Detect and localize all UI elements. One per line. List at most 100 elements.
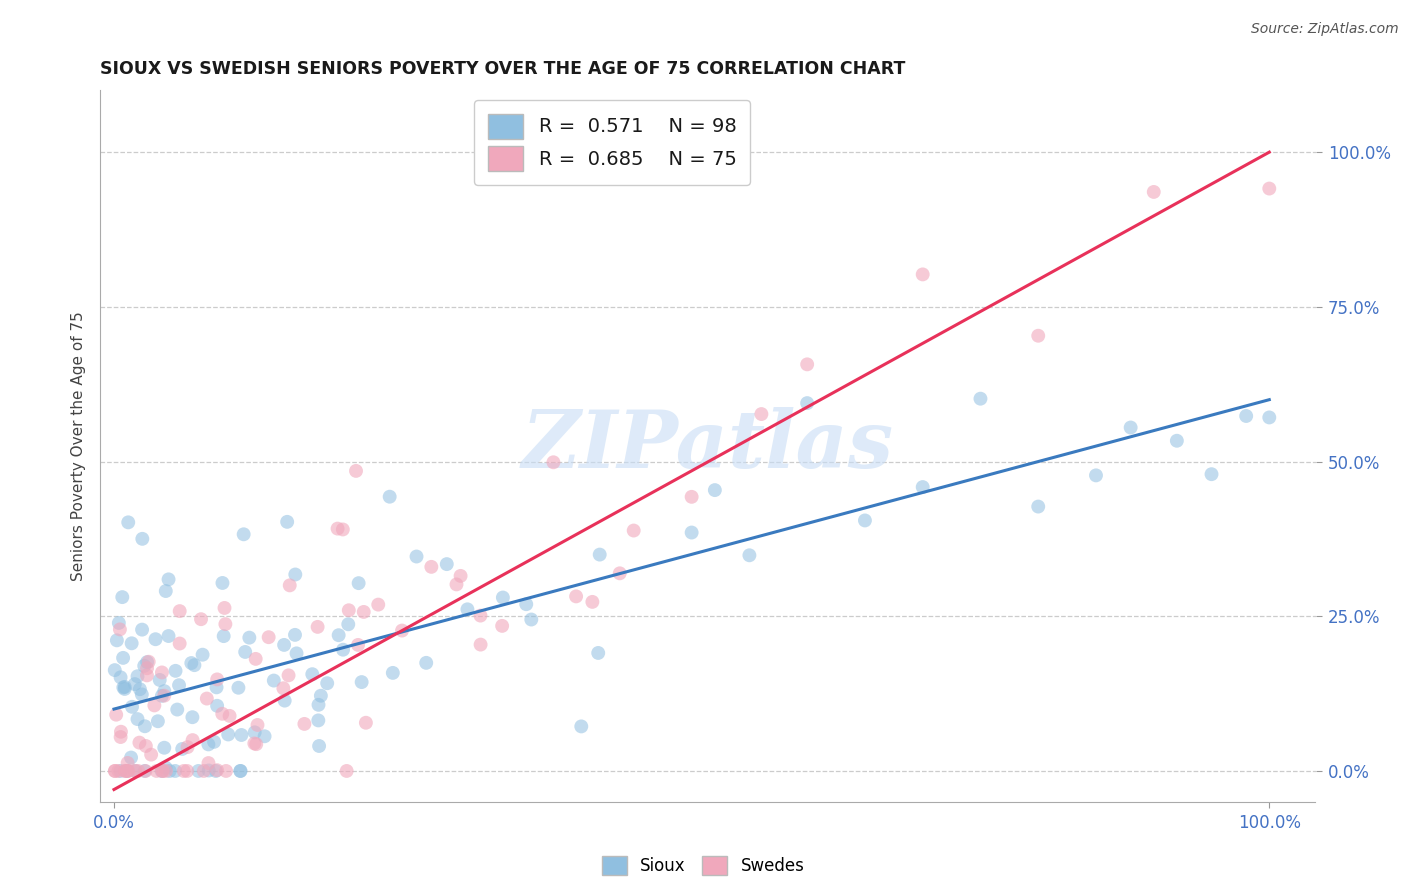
- Point: [150, 665, 173, 680]
- Point: [176, 740, 198, 755]
- Legend: Sioux, Swedes: Sioux, Swedes: [595, 849, 811, 881]
- Point: [112, 681, 135, 695]
- Point: [114, 764, 136, 778]
- Point: [107, 764, 129, 778]
- Text: ZIPatlas: ZIPatlas: [522, 408, 894, 485]
- Point: [169, 636, 191, 650]
- Point: [117, 516, 139, 530]
- Point: [350, 675, 373, 690]
- Point: [456, 602, 478, 616]
- Point: [191, 648, 214, 662]
- Point: [347, 576, 370, 591]
- Point: [681, 525, 703, 540]
- Point: [110, 730, 132, 744]
- Point: [273, 681, 295, 696]
- Point: [180, 656, 202, 670]
- Point: [245, 737, 267, 751]
- Point: [316, 676, 339, 690]
- Point: [347, 638, 370, 652]
- Point: [436, 557, 458, 571]
- Point: [278, 578, 301, 592]
- Point: [246, 718, 269, 732]
- Point: [491, 619, 513, 633]
- Point: [153, 684, 176, 698]
- Point: [181, 733, 204, 747]
- Point: [1258, 410, 1281, 425]
- Point: [155, 764, 177, 778]
- Point: [110, 724, 132, 739]
- Point: [520, 613, 543, 627]
- Point: [205, 673, 228, 687]
- Point: [309, 689, 332, 703]
- Point: [231, 728, 253, 742]
- Point: [214, 601, 236, 615]
- Point: [139, 747, 162, 762]
- Point: [169, 604, 191, 618]
- Point: [228, 681, 250, 695]
- Point: [134, 764, 156, 778]
- Point: [197, 764, 219, 778]
- Point: [117, 764, 139, 778]
- Point: [257, 630, 280, 644]
- Point: [1026, 500, 1049, 514]
- Point: [381, 665, 404, 680]
- Point: [183, 658, 205, 673]
- Y-axis label: Seniors Poverty Over the Age of 75: Seniors Poverty Over the Age of 75: [72, 311, 86, 581]
- Point: [294, 717, 316, 731]
- Point: [420, 559, 443, 574]
- Point: [114, 681, 136, 696]
- Point: [157, 573, 180, 587]
- Point: [751, 407, 773, 421]
- Legend: R =  0.571    N = 98, R =  0.685    N = 75: R = 0.571 N = 98, R = 0.685 N = 75: [474, 100, 751, 185]
- Point: [853, 513, 876, 527]
- Point: [796, 357, 818, 371]
- Point: [134, 719, 156, 733]
- Point: [197, 738, 219, 752]
- Point: [205, 698, 228, 713]
- Point: [108, 623, 131, 637]
- Point: [703, 483, 725, 497]
- Point: [446, 577, 468, 591]
- Point: [205, 763, 228, 777]
- Point: [157, 629, 180, 643]
- Point: [581, 595, 603, 609]
- Point: [1143, 185, 1166, 199]
- Point: [124, 677, 146, 691]
- Point: [114, 764, 136, 778]
- Point: [623, 524, 645, 538]
- Point: [104, 764, 127, 778]
- Point: [911, 480, 934, 494]
- Point: [569, 719, 592, 733]
- Point: [145, 632, 167, 647]
- Point: [128, 736, 150, 750]
- Point: [127, 669, 149, 683]
- Point: [911, 268, 934, 282]
- Point: [127, 712, 149, 726]
- Point: [738, 549, 761, 563]
- Point: [353, 605, 375, 619]
- Point: [143, 698, 166, 713]
- Point: [136, 668, 159, 682]
- Point: [214, 617, 236, 632]
- Point: [104, 764, 127, 778]
- Point: [215, 764, 238, 778]
- Point: [543, 455, 565, 469]
- Text: Source: ZipAtlas.com: Source: ZipAtlas.com: [1251, 22, 1399, 37]
- Point: [159, 764, 181, 778]
- Point: [344, 464, 367, 478]
- Point: [176, 764, 198, 778]
- Point: [120, 750, 142, 764]
- Point: [238, 631, 260, 645]
- Point: [152, 764, 174, 778]
- Point: [796, 396, 818, 410]
- Point: [165, 764, 187, 778]
- Point: [146, 714, 169, 729]
- Point: [969, 392, 991, 406]
- Point: [284, 628, 307, 642]
- Point: [243, 725, 266, 739]
- Point: [1085, 468, 1108, 483]
- Point: [211, 576, 233, 591]
- Point: [115, 764, 138, 778]
- Point: [284, 567, 307, 582]
- Point: [121, 699, 143, 714]
